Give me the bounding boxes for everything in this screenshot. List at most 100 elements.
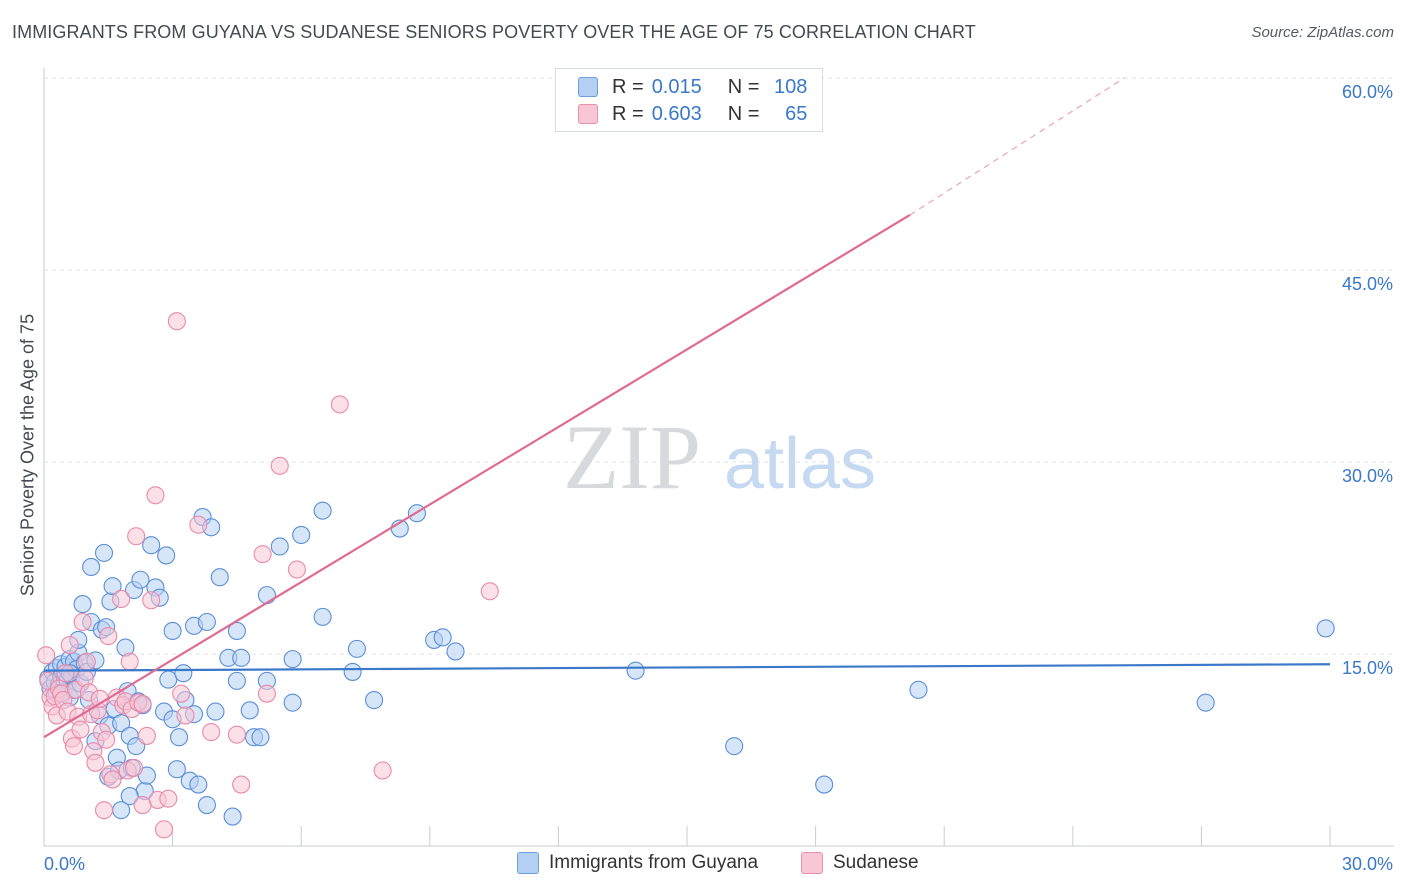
guyana-point bbox=[251, 728, 270, 747]
guyana-point bbox=[103, 577, 122, 596]
sudanese-point bbox=[120, 652, 139, 671]
sudanese-point bbox=[232, 775, 251, 794]
legend-n-value: 108 bbox=[774, 75, 808, 98]
legend-n-label: N = bbox=[727, 102, 760, 125]
sudanese-point bbox=[37, 646, 56, 665]
sudanese-point bbox=[60, 635, 79, 655]
y-axis-title: Seniors Poverty Over the Age of 75 bbox=[17, 313, 38, 597]
sudanese-point bbox=[99, 627, 118, 646]
sudanese-point bbox=[176, 706, 195, 725]
guyana-point bbox=[725, 737, 744, 756]
guyana-point bbox=[626, 661, 645, 680]
sudanese-point bbox=[227, 725, 246, 744]
sudanese-point bbox=[97, 730, 116, 749]
series-sudanese-points bbox=[37, 113, 778, 839]
guyana-point bbox=[131, 570, 150, 589]
sudanese-point bbox=[77, 652, 96, 671]
legend-swatch-guyana bbox=[578, 77, 598, 97]
guyana-point bbox=[227, 671, 246, 690]
guyana-point bbox=[292, 525, 311, 545]
sudanese-point bbox=[142, 591, 161, 610]
sudanese-point bbox=[202, 723, 221, 742]
trend-line-sudanese-extension bbox=[909, 77, 1125, 216]
sudanese-point bbox=[133, 694, 152, 713]
legend-r-label: R = bbox=[612, 75, 644, 98]
legend-label-sudanese: Sudanese bbox=[833, 852, 919, 873]
guyana-point bbox=[283, 693, 302, 712]
legend-row-guyana: R = 0.015 N = 108 bbox=[578, 74, 807, 100]
trend-lines bbox=[43, 77, 1331, 739]
guyana-point bbox=[174, 664, 193, 683]
guyana-point bbox=[142, 536, 161, 555]
sudanese-point bbox=[112, 589, 131, 609]
sudanese-point bbox=[167, 312, 186, 331]
sudanese-point bbox=[137, 726, 156, 745]
sudanese-point bbox=[146, 486, 165, 505]
guyana-point bbox=[73, 595, 92, 614]
watermark-atlas: atlas bbox=[724, 424, 876, 504]
guyana-point bbox=[120, 787, 139, 806]
legend-n-value: 65 bbox=[785, 102, 808, 125]
guyana-point bbox=[94, 543, 114, 562]
sudanese-point bbox=[330, 395, 349, 414]
legend-swatch-guyana bbox=[517, 852, 539, 874]
sudanese-point bbox=[71, 720, 90, 739]
y-tick-label: 45.0% bbox=[1342, 274, 1393, 294]
sudanese-point bbox=[103, 770, 122, 789]
legend-r-value: 0.603 bbox=[651, 102, 702, 125]
trend-line-guyana bbox=[43, 663, 1331, 672]
sudanese-point bbox=[133, 795, 152, 815]
guyana-point bbox=[257, 586, 276, 605]
sudanese-point bbox=[480, 582, 499, 601]
guyana-point bbox=[313, 607, 332, 626]
guyana-point bbox=[343, 662, 362, 681]
sudanese-point bbox=[287, 560, 306, 579]
tick-labels: 15.0% 30.0% 45.0% 60.0% 0.0% 30.0% bbox=[44, 82, 1393, 874]
legend-label-guyana: Immigrants from Guyana bbox=[549, 852, 759, 873]
guyana-point bbox=[909, 680, 928, 699]
guyana-point bbox=[347, 639, 366, 658]
x-tick-label: 0.0% bbox=[44, 854, 85, 874]
gridlines bbox=[44, 77, 1394, 655]
legend-r-label: R = bbox=[612, 102, 644, 125]
trend-line-sudanese bbox=[43, 214, 911, 739]
guyana-point bbox=[313, 501, 332, 520]
sudanese-point bbox=[124, 758, 144, 777]
sudanese-point bbox=[172, 684, 191, 703]
correlation-legend: R = 0.015 N = 108 R = 0.603 N = 65 bbox=[555, 68, 823, 132]
guyana-point bbox=[815, 775, 834, 794]
axes bbox=[43, 68, 1394, 847]
sudanese-point bbox=[253, 545, 272, 564]
guyana-point bbox=[82, 557, 101, 577]
guyana-point bbox=[206, 702, 225, 721]
guyana-point bbox=[197, 795, 216, 815]
series-guyana-points bbox=[39, 501, 1335, 826]
y-tick-label: 60.0% bbox=[1342, 82, 1393, 102]
chart-title: IMMIGRANTS FROM GUYANA VS SUDANESE SENIO… bbox=[12, 22, 976, 42]
guyana-point bbox=[163, 621, 182, 641]
guyana-point bbox=[197, 612, 216, 632]
sudanese-point bbox=[86, 753, 105, 772]
legend-swatch-sudanese bbox=[801, 852, 823, 874]
legend-item-sudanese[interactable]: Sudanese bbox=[801, 852, 919, 874]
guyana-point bbox=[167, 760, 186, 779]
sudanese-point bbox=[257, 684, 276, 703]
guyana-point bbox=[283, 650, 302, 669]
sudanese-point bbox=[270, 456, 289, 475]
legend-n-label: N = bbox=[727, 75, 760, 98]
guyana-point bbox=[157, 546, 176, 565]
watermark-zip: ZIP bbox=[563, 406, 701, 508]
guyana-point bbox=[1196, 693, 1215, 712]
guyana-point bbox=[210, 568, 229, 587]
legend-row-sudanese: R = 0.603 N = 65 bbox=[578, 101, 807, 127]
guyana-point bbox=[232, 648, 251, 667]
y-tick-label: 30.0% bbox=[1342, 466, 1393, 486]
guyana-point bbox=[433, 628, 452, 647]
sudanese-point bbox=[189, 515, 208, 534]
legend-item-guyana[interactable]: Immigrants from Guyana bbox=[517, 852, 758, 874]
guyana-point bbox=[223, 807, 242, 826]
guyana-point bbox=[112, 714, 131, 733]
guyana-point bbox=[270, 537, 289, 556]
sudanese-point bbox=[56, 664, 75, 683]
